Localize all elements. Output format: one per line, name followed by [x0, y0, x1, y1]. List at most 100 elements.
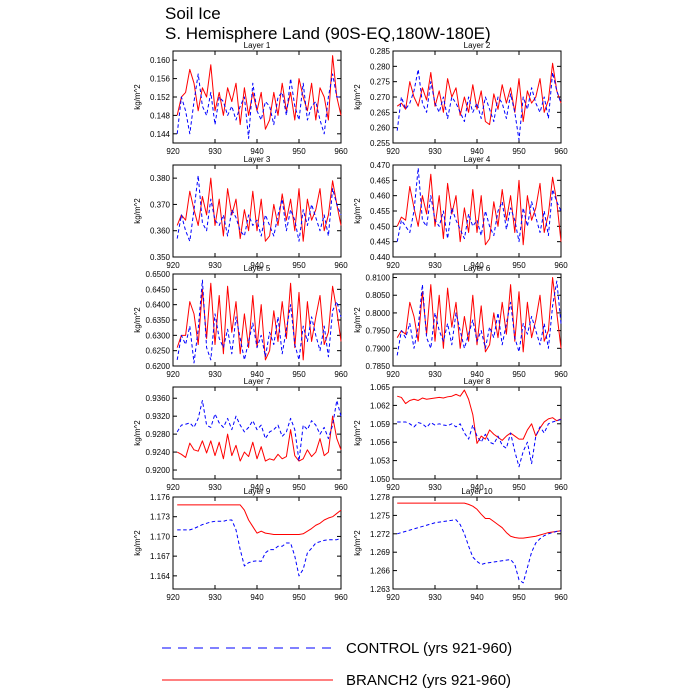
y-axis-label: kg/m^2: [353, 198, 362, 224]
y-axis-label: kg/m^2: [133, 530, 142, 556]
y-tick-label: 0.7950: [366, 327, 391, 336]
y-tick-label: 0.260: [370, 124, 391, 133]
y-tick-label: 0.156: [150, 75, 171, 84]
plot-frame: [172, 50, 342, 144]
x-tick-label: 920: [386, 261, 400, 270]
y-tick-label: 0.6350: [146, 316, 171, 325]
y-tick-label: 0.6450: [146, 285, 171, 294]
y-tick-label: 1.266: [370, 567, 391, 576]
x-tick-label: 920: [166, 261, 180, 270]
series-line-branch2: [177, 504, 342, 535]
chart-title-layer-4: Layer 4: [464, 155, 491, 164]
x-tick-label: 960: [334, 593, 348, 602]
x-tick-label: 940: [250, 483, 264, 492]
series-line-control: [176, 279, 342, 364]
y-tick-label: 0.270: [370, 93, 391, 102]
series-line-branch2: [396, 277, 562, 353]
x-tick-label: 950: [512, 483, 526, 492]
y-tick-label: 0.148: [150, 111, 171, 120]
x-tick-label: 960: [554, 261, 568, 270]
legend: CONTROL (yrs 921-960) BRANCH2 (yrs 921-9…: [162, 640, 512, 689]
x-tick-label: 950: [512, 147, 526, 156]
y-tick-label: 0.460: [370, 192, 391, 201]
chart-layer-7: Layer 7 920 930 940 950 960 0.9200 0.9240 0.9280…: [133, 377, 348, 492]
series-line-control: [397, 419, 562, 468]
x-tick-label: 930: [428, 370, 442, 379]
series-line-control: [177, 519, 342, 577]
y-tick-label: 1.065: [370, 383, 391, 392]
y-tick-label: 0.9360: [146, 394, 171, 403]
y-axis-label: kg/m^2: [353, 420, 362, 446]
plot-frame: [172, 273, 342, 367]
chart-title-layer-6: Layer 6: [464, 264, 491, 273]
x-tick-label: 920: [386, 370, 400, 379]
series-line-branch2: [176, 415, 342, 462]
y-axis-label: kg/m^2: [353, 84, 362, 110]
y-axis-label: kg/m^2: [133, 84, 142, 110]
x-tick-label: 950: [512, 261, 526, 270]
x-tick-label: 960: [334, 483, 348, 492]
x-tick-label: 940: [250, 261, 264, 270]
y-tick-label: 0.6300: [146, 331, 171, 340]
y-tick-label: 0.360: [150, 227, 171, 236]
series-line-control: [176, 73, 341, 139]
y-tick-label: 0.9320: [146, 412, 171, 421]
y-tick-label: 0.7900: [366, 344, 391, 353]
y-tick-label: 1.053: [370, 457, 391, 466]
y-tick-label: 0.440: [370, 253, 391, 262]
y-tick-label: 0.8000: [366, 309, 391, 318]
y-tick-label: 1.263: [370, 585, 391, 594]
y-tick-label: 1.272: [370, 530, 391, 539]
y-tick-label: 0.6200: [146, 362, 171, 371]
chart-layer-2: Layer 2 920 930 940 950 960 0.255 0.260 0.265 0.2…: [353, 41, 568, 156]
series-line-control: [396, 280, 562, 356]
x-tick-label: 940: [470, 483, 484, 492]
x-tick-label: 930: [428, 261, 442, 270]
x-tick-label: 930: [208, 261, 222, 270]
x-tick-label: 960: [554, 370, 568, 379]
y-tick-label: 1.164: [150, 572, 171, 581]
series-line-control: [176, 175, 342, 242]
chart-title-layer-9: Layer 9: [244, 487, 271, 496]
series-line-branch2: [176, 282, 342, 361]
y-tick-label: 0.8100: [366, 274, 391, 283]
y-tick-label: 0.6500: [146, 270, 171, 279]
series-line-control: [397, 519, 562, 584]
x-tick-label: 950: [292, 483, 306, 492]
chart-layer-1: Layer 1 920 930 940 950 960 0.144 0.148 0.152 0.1…: [133, 41, 348, 156]
x-tick-label: 960: [554, 593, 568, 602]
x-tick-label: 920: [386, 147, 400, 156]
chart-layer-10: Layer 10 920 930 940 950 960 1.263 1.266 1.269 1.…: [353, 487, 568, 602]
y-tick-label: 0.6250: [146, 347, 171, 356]
plot-frame: [392, 164, 562, 258]
x-tick-label: 950: [512, 593, 526, 602]
figure-title-line1: Soil Ice: [165, 4, 221, 23]
x-tick-label: 960: [554, 483, 568, 492]
y-tick-label: 0.7850: [366, 362, 391, 371]
chart-layer-3: Layer 3 920 930 940 950 960 0.350 0.360 0.370 0.3…: [133, 155, 348, 270]
series-line-branch2: [397, 502, 562, 539]
x-tick-label: 930: [208, 593, 222, 602]
x-tick-label: 960: [554, 147, 568, 156]
series-line-branch2: [396, 62, 562, 126]
x-tick-label: 920: [386, 483, 400, 492]
y-tick-label: 0.465: [370, 176, 391, 185]
y-tick-label: 0.160: [150, 56, 171, 65]
y-tick-label: 0.9240: [146, 448, 171, 457]
x-tick-label: 920: [166, 370, 180, 379]
y-tick-label: 1.167: [150, 552, 171, 561]
y-axis-label: kg/m^2: [133, 420, 142, 446]
x-tick-label: 950: [512, 370, 526, 379]
chart-layer-8: Layer 8 920 930 940 950 960 1.050 1.053 1.056 1.0…: [353, 377, 568, 492]
y-tick-label: 0.152: [150, 93, 171, 102]
x-tick-label: 940: [250, 593, 264, 602]
y-tick-label: 0.370: [150, 200, 171, 209]
x-tick-label: 940: [470, 147, 484, 156]
x-tick-label: 940: [470, 261, 484, 270]
series-line-control: [396, 167, 562, 243]
y-tick-label: 1.059: [370, 420, 391, 429]
y-tick-label: 0.470: [370, 161, 391, 170]
x-tick-label: 930: [208, 370, 222, 379]
chart-title-layer-5: Layer 5: [244, 264, 271, 273]
y-tick-label: 1.173: [150, 513, 171, 522]
